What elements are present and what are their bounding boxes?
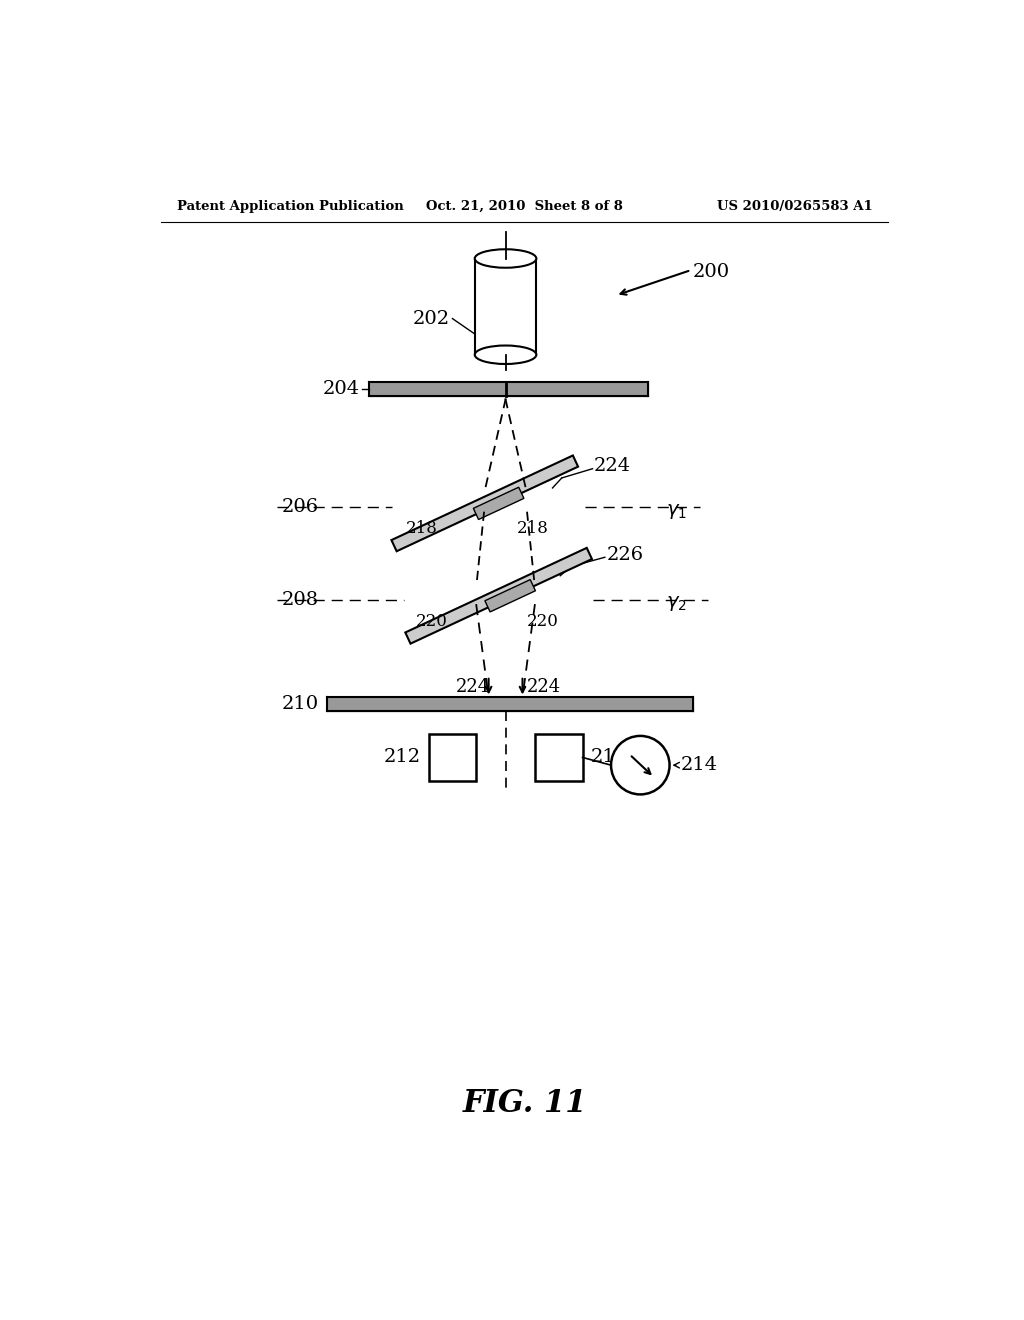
- Text: 212: 212: [590, 748, 628, 767]
- Text: 226: 226: [606, 546, 643, 564]
- Text: 224: 224: [527, 677, 561, 696]
- Text: FIG. 11: FIG. 11: [463, 1089, 587, 1119]
- Text: 220: 220: [416, 612, 447, 630]
- Text: $\gamma_1$: $\gamma_1$: [666, 502, 687, 520]
- Text: Patent Application Publication: Patent Application Publication: [177, 199, 403, 213]
- Text: 202: 202: [413, 310, 451, 327]
- Text: 206: 206: [282, 498, 318, 516]
- Text: 212: 212: [384, 748, 421, 767]
- Text: 208: 208: [282, 590, 318, 609]
- Text: 200: 200: [692, 264, 730, 281]
- Ellipse shape: [475, 249, 537, 268]
- Polygon shape: [391, 455, 579, 552]
- Text: 218: 218: [517, 520, 549, 537]
- Bar: [475, 259, 537, 355]
- Polygon shape: [406, 548, 592, 644]
- Text: 210: 210: [282, 696, 318, 713]
- Ellipse shape: [475, 346, 537, 364]
- Text: Oct. 21, 2010  Sheet 8 of 8: Oct. 21, 2010 Sheet 8 of 8: [426, 199, 624, 213]
- Text: 224: 224: [594, 458, 631, 475]
- Text: US 2010/0265583 A1: US 2010/0265583 A1: [717, 199, 872, 213]
- Text: 220: 220: [527, 612, 559, 630]
- Text: 214: 214: [680, 756, 718, 774]
- Bar: [535, 734, 583, 780]
- Text: 224: 224: [457, 677, 490, 696]
- Bar: [429, 734, 476, 780]
- Text: 204: 204: [323, 380, 360, 397]
- Polygon shape: [485, 579, 536, 612]
- Text: 218: 218: [407, 520, 438, 537]
- Text: $\gamma_2$: $\gamma_2$: [666, 594, 686, 612]
- Circle shape: [611, 737, 670, 795]
- Polygon shape: [473, 487, 524, 520]
